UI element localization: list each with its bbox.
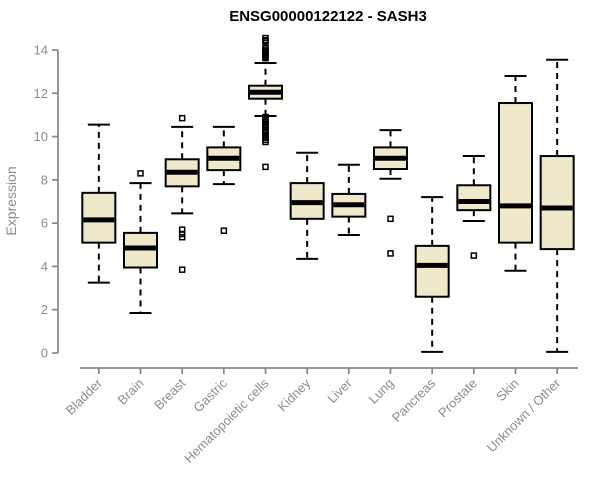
outlier-point <box>387 215 394 223</box>
box-unknown-other <box>539 58 575 353</box>
x-tick-label: Brain <box>115 376 147 408</box>
y-tick-label: 2 <box>41 302 48 317</box>
y-tick-label: 8 <box>41 172 48 187</box>
x-tick-label: Pancreas <box>389 375 439 425</box>
y-tick-label: 12 <box>34 86 48 101</box>
box-gastric <box>206 125 242 234</box>
iqr-box <box>414 244 450 298</box>
iqr-box <box>498 102 533 244</box>
x-tick-label: Skin <box>493 376 521 404</box>
x-tick-label: Prostate <box>435 376 480 421</box>
outlier-point <box>387 250 394 257</box>
y-axis-label: Expression <box>3 166 19 235</box>
outlier-point <box>262 163 269 171</box>
x-tick-label: Gastric <box>190 375 230 415</box>
y-tick-label: 14 <box>34 43 48 58</box>
x-tick-label: Kidney <box>275 375 314 414</box>
outlier-point <box>178 266 186 273</box>
y-tick-label: 6 <box>41 216 48 231</box>
x-tick-label: Breast <box>151 375 188 412</box>
box-brain <box>123 170 158 314</box>
outlier-point <box>220 227 228 234</box>
box-hematopoietic-cells <box>248 34 283 171</box>
outlier-point <box>262 54 269 62</box>
x-tick-label: Unknown / Other <box>484 375 564 455</box>
iqr-box <box>539 155 575 251</box>
box-pancreas <box>414 196 450 353</box>
x-tick-label: Lung <box>366 376 397 407</box>
box-bladder <box>81 123 117 284</box>
y-tick-label: 4 <box>41 259 48 274</box>
box-kidney <box>289 151 325 260</box>
x-tick-label: Bladder <box>63 375 106 418</box>
outlier-point <box>137 170 144 177</box>
outlier-point <box>262 138 269 146</box>
outlier-point <box>262 38 269 45</box>
box-skin <box>498 74 533 272</box>
box-prostate <box>456 155 492 259</box>
y-tick-label: 0 <box>41 346 48 361</box>
chart-title: ENSG00000122122 - SASH3 <box>229 8 427 25</box>
box-lung <box>373 129 408 257</box>
iqr-box <box>456 184 492 212</box>
y-tick-label: 10 <box>34 129 48 144</box>
box-breast <box>164 114 200 273</box>
outlier-point <box>470 252 478 259</box>
y-axis: 0 2 4 6 8 10 12 14 <box>34 43 59 361</box>
outlier-point <box>178 233 186 241</box>
box-liver <box>331 163 367 237</box>
outlier-point <box>178 114 186 122</box>
x-tick-label: Liver <box>324 375 355 406</box>
